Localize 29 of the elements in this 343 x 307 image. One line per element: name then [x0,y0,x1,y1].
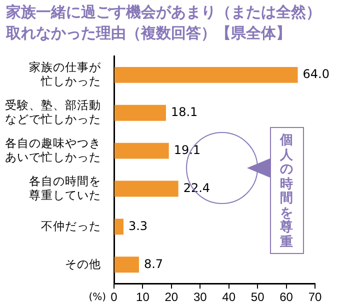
y-tick-label: その他 [65,258,101,271]
y-tick-label: 各自の時間を尊重していた [29,175,101,202]
data-label: 18.1 [170,105,198,120]
x-tick-label: 20 [164,290,178,304]
data-label: 19.1 [174,142,201,157]
data-label: 8.7 [144,256,164,271]
y-tick-label: 受験、塾、部活動などで忙しかった [5,98,101,126]
y-tick-label: 家族の仕事が忙しかった [29,60,102,88]
bar [114,67,298,83]
y-tick-label: 不仲だった [41,220,101,233]
bar [114,142,169,159]
data-label: 64.0 [302,67,330,82]
annotation: 個人の時間を尊重 [280,133,294,250]
x-tick-label: 0 [110,290,118,304]
x-tick-label: 60 [280,290,294,304]
x-tick-label: 40 [222,290,236,304]
y-tick-label: 各自の趣味やつきあいで忙しかった [5,137,101,164]
chart-title: 家族一緒に過ごす機会があまり（または全然）取れなかった理由（複数回答）【県全体】 [6,2,322,44]
bar [114,180,178,197]
x-axis-title: (%) [88,292,106,304]
x-tick-label: 10 [136,290,150,304]
bar [114,218,124,235]
x-tick-label: 30 [193,290,208,304]
x-tick-label: 50 [250,290,265,304]
x-tick-label: 70 [308,290,322,304]
data-label: 3.3 [128,218,148,233]
bar [114,256,139,273]
bar [114,104,166,121]
data-label: 22.4 [183,180,210,195]
